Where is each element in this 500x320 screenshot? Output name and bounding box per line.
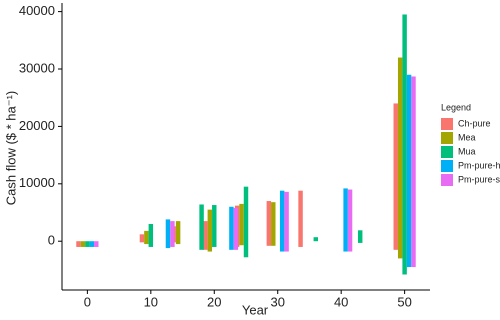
legend-title: Legend: [441, 102, 471, 112]
bar: [357, 230, 363, 243]
x-tick-label: 30: [270, 294, 284, 309]
legend-label: Mea: [458, 132, 476, 142]
y-axis-label: Cash flow ($ * ha⁻¹): [3, 91, 18, 206]
bar: [89, 241, 95, 247]
bar: [94, 241, 99, 247]
legend-label: Mua: [458, 146, 476, 156]
legend-swatch: [441, 160, 453, 172]
bar: [203, 221, 208, 250]
bar: [229, 206, 234, 250]
x-tick-label: 10: [144, 294, 158, 309]
bar: [170, 221, 175, 247]
bar: [199, 204, 204, 250]
x-tick-label: 20: [207, 294, 221, 309]
bar: [284, 191, 289, 252]
bar: [175, 221, 181, 245]
bar: [402, 14, 407, 275]
bar: [80, 241, 86, 247]
bar: [148, 223, 154, 247]
bar: [347, 189, 353, 252]
bar: [271, 202, 276, 246]
y-tick-label: 40000: [19, 3, 55, 18]
bar: [233, 207, 239, 250]
bar: [279, 190, 285, 252]
legend-swatch: [441, 146, 453, 158]
bar: [313, 237, 319, 242]
y-tick-label: 20000: [19, 118, 55, 133]
bar: [243, 186, 249, 258]
bar: [76, 241, 81, 247]
x-tick-label: 50: [397, 294, 411, 309]
bar: [298, 190, 303, 247]
bar: [393, 103, 398, 250]
bar: [343, 188, 348, 252]
y-tick-label: 30000: [19, 60, 55, 75]
legend-swatch: [441, 174, 453, 186]
x-tick-label: 0: [84, 294, 91, 309]
legend-label: Pm-pure-st: [458, 174, 500, 184]
legend-swatch: [441, 132, 453, 144]
bar: [207, 209, 213, 252]
bar: [239, 203, 244, 246]
bar: [397, 57, 403, 259]
bar: [212, 205, 217, 247]
x-tick-label: 40: [334, 294, 348, 309]
bar: [165, 219, 171, 249]
bar: [266, 201, 272, 246]
legend-swatch: [441, 118, 453, 130]
x-axis-label: Year: [242, 302, 269, 317]
bar: [411, 76, 416, 268]
bar: [144, 230, 149, 245]
legend-label: Ch-pure: [458, 118, 491, 128]
bar: [139, 234, 145, 243]
y-tick-label: 10000: [19, 175, 55, 190]
legend-label: Pm-pure-hd: [458, 160, 500, 170]
bar: [85, 241, 90, 247]
y-tick-label: 0: [48, 233, 55, 248]
bar: [406, 74, 412, 268]
